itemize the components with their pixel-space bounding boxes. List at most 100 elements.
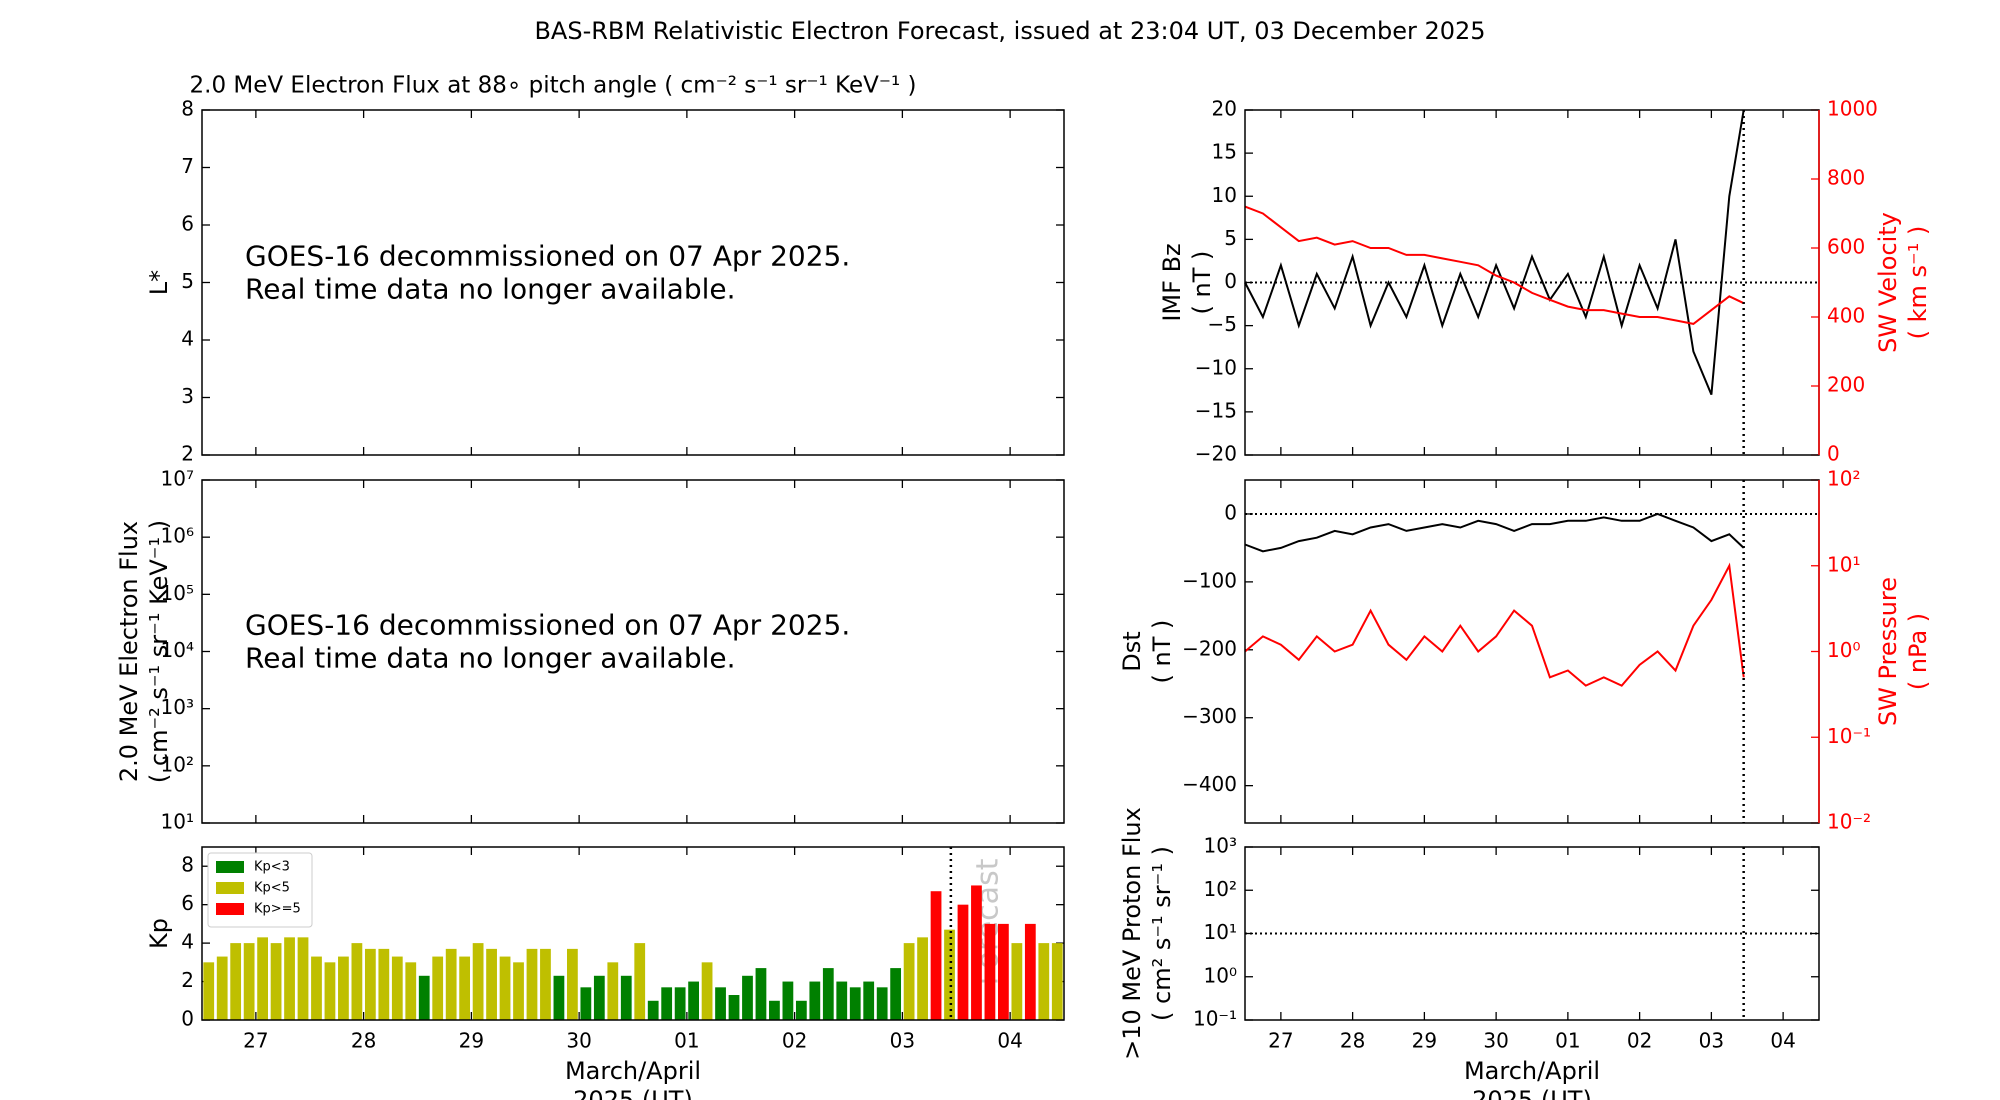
bar	[297, 937, 309, 1020]
bar	[1051, 943, 1063, 1020]
y-tick-label: 4	[181, 930, 194, 954]
y-axis-label: ( cm² s⁻¹ sr⁻¹ )	[1148, 846, 1176, 1021]
y-axis-label: IMF Bz	[1158, 243, 1186, 321]
y-tick-label: 3	[181, 384, 194, 408]
y-tick-label: 20	[1212, 97, 1237, 121]
bar	[351, 943, 363, 1020]
bar	[809, 981, 821, 1020]
plot-frame	[1244, 846, 1820, 1021]
bar	[782, 981, 794, 1020]
y2-tick-label: 600	[1827, 235, 1865, 259]
y-tick-label: 10²	[161, 752, 194, 776]
bar	[742, 975, 753, 1020]
bar	[917, 937, 928, 1020]
y-axis-label: Kp	[145, 918, 173, 949]
bar	[486, 948, 497, 1020]
y2-tick-label: 10⁻¹	[1827, 724, 1871, 748]
y-tick-label: −300	[1182, 704, 1237, 728]
bar	[957, 904, 969, 1020]
y2-tick-label: 200	[1827, 373, 1865, 397]
x-tick-label: 03	[1699, 1029, 1724, 1053]
y-tick-label: 6	[181, 212, 194, 236]
x-axis-label: 2025 (UT)	[573, 1086, 693, 1100]
y2-axis-label: ( nPa )	[1904, 613, 1932, 690]
bar	[674, 987, 686, 1020]
y-tick-label: −400	[1182, 772, 1237, 796]
y-tick-label: 5	[1224, 226, 1237, 250]
y-axis-label: ( cm⁻² s⁻¹ sr⁻¹ KeV⁻¹ )	[145, 520, 173, 783]
x-tick-label: 02	[1627, 1029, 1652, 1053]
bar	[338, 956, 349, 1020]
bar	[257, 937, 268, 1020]
y2-axis-label: ( km s⁻¹ )	[1904, 226, 1932, 340]
bar	[445, 948, 457, 1020]
bar	[755, 968, 767, 1020]
legend-label: Kp>=5	[254, 902, 301, 917]
bar	[405, 962, 417, 1020]
bar	[998, 923, 1009, 1020]
y-axis-label: Dst	[1118, 631, 1146, 671]
y-tick-label: 6	[181, 891, 194, 915]
y2-tick-label: 10²	[1827, 467, 1860, 491]
bar	[836, 981, 848, 1020]
panel: 10⁻¹ 10⁰ 10¹ 10² 10³ 27 28 29 30 01 02 03 04 >10 MeV …	[1118, 807, 1820, 1100]
bar	[715, 987, 726, 1020]
bar	[822, 968, 834, 1020]
bar	[243, 943, 255, 1020]
x-tick-label: 29	[459, 1029, 484, 1053]
x-tick-label: 30	[566, 1029, 591, 1053]
bar	[472, 943, 484, 1020]
y-tick-label: 2	[181, 442, 194, 466]
bar	[567, 948, 578, 1020]
y-tick-label: 0	[1224, 500, 1237, 524]
bar	[1011, 943, 1023, 1020]
bar	[1024, 923, 1036, 1020]
plot-frame	[201, 846, 1065, 1021]
y-tick-label: 0	[1224, 269, 1237, 293]
y-tick-label: −5	[1208, 312, 1237, 336]
y2-tick-label: 10¹	[1827, 552, 1860, 576]
x-tick-label: 28	[1340, 1029, 1365, 1053]
y2-tick-label: 1000	[1827, 97, 1878, 121]
y-tick-label: 10⁵	[161, 581, 194, 605]
bar	[526, 948, 538, 1020]
bar	[311, 956, 322, 1020]
series-line	[1244, 109, 1745, 395]
legend-label: Kp<5	[254, 881, 290, 896]
y-tick-label: 8	[181, 97, 194, 121]
bar	[580, 987, 592, 1020]
bar	[607, 962, 619, 1020]
bar	[391, 956, 403, 1020]
y-tick-label: 2	[181, 968, 194, 992]
bar	[890, 968, 902, 1020]
y-tick-label: 10¹	[1204, 920, 1237, 944]
bar	[378, 948, 390, 1020]
bar	[863, 981, 875, 1020]
bar	[849, 987, 861, 1020]
x-tick-label: 30	[1483, 1029, 1508, 1053]
bar	[1038, 943, 1050, 1020]
bar	[930, 891, 942, 1020]
bar	[593, 975, 605, 1020]
y-tick-label: −20	[1195, 442, 1237, 466]
x-tick-label: 04	[1770, 1029, 1795, 1053]
figure-title: BAS-RBM Relativistic Electron Forecast, …	[534, 17, 1485, 45]
bar	[432, 956, 444, 1020]
bar	[795, 1000, 807, 1020]
annotation: GOES-16 decommissioned on 07 Apr 2025.	[245, 609, 850, 642]
bar	[418, 975, 430, 1020]
x-axis-label: 2025 (UT)	[1472, 1086, 1592, 1100]
legend-swatch	[216, 882, 244, 894]
annotation: GOES-16 decommissioned on 07 Apr 2025.	[245, 240, 850, 273]
bar	[661, 987, 673, 1020]
plot-frame	[201, 109, 1065, 456]
bar	[647, 1000, 659, 1020]
bar	[284, 937, 295, 1020]
y2-tick-label: 0	[1827, 442, 1840, 466]
legend-swatch	[216, 861, 244, 873]
y-tick-label: 10³	[161, 695, 194, 719]
y-axis-label: ( nT )	[1148, 620, 1176, 684]
x-tick-label: 03	[890, 1029, 915, 1053]
y-axis-label: L*	[145, 270, 173, 295]
